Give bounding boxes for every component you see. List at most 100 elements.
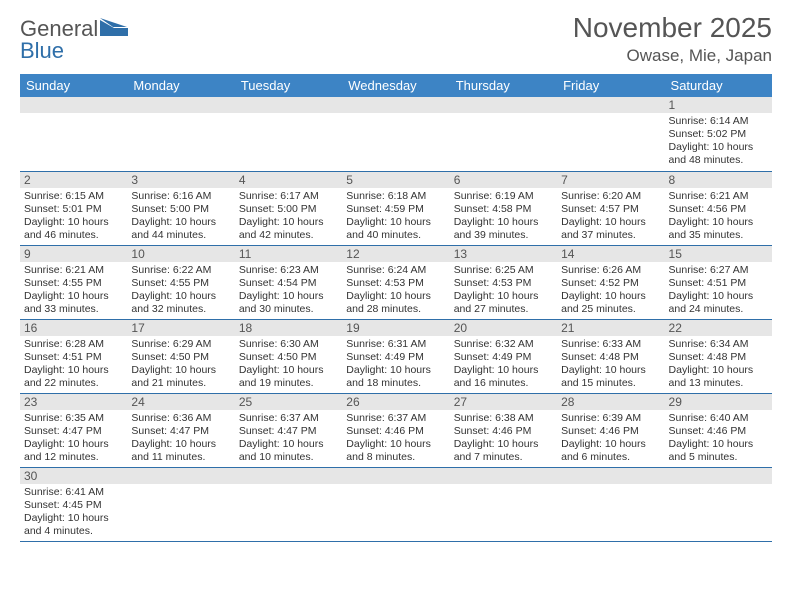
day-number: 17 [127,320,234,336]
sunrise-text: Sunrise: 6:39 AM [561,412,660,425]
sunset-text: Sunset: 4:57 PM [561,203,660,216]
day-number-blank [450,468,557,484]
calendar-week-row: 1Sunrise: 6:14 AMSunset: 5:02 PMDaylight… [20,97,772,171]
day-number-blank [450,97,557,113]
sunrise-text: Sunrise: 6:25 AM [454,264,553,277]
day-details: Sunrise: 6:40 AMSunset: 4:46 PMDaylight:… [665,410,772,467]
sunset-text: Sunset: 4:54 PM [239,277,338,290]
day-number: 29 [665,394,772,410]
daylight-text: Daylight: 10 hours and 33 minutes. [24,290,123,316]
daylight-text: Daylight: 10 hours and 46 minutes. [24,216,123,242]
day-number: 1 [665,97,772,113]
day-number-blank [342,97,449,113]
calendar-week-row: 23Sunrise: 6:35 AMSunset: 4:47 PMDayligh… [20,393,772,467]
weekday-header: Sunday [20,74,127,97]
sunset-text: Sunset: 4:48 PM [561,351,660,364]
daylight-text: Daylight: 10 hours and 12 minutes. [24,438,123,464]
day-details: Sunrise: 6:14 AMSunset: 5:02 PMDaylight:… [665,113,772,170]
logo-text: General Blue [20,18,128,62]
day-number: 16 [20,320,127,336]
calendar-cell: 27Sunrise: 6:38 AMSunset: 4:46 PMDayligh… [450,393,557,467]
sunrise-text: Sunrise: 6:40 AM [669,412,768,425]
header: General Blue November 2025 Owase, Mie, J… [20,12,772,66]
sunrise-text: Sunrise: 6:24 AM [346,264,445,277]
daylight-text: Daylight: 10 hours and 35 minutes. [669,216,768,242]
sunset-text: Sunset: 4:46 PM [454,425,553,438]
sunset-text: Sunset: 4:49 PM [454,351,553,364]
sunrise-text: Sunrise: 6:22 AM [131,264,230,277]
day-details: Sunrise: 6:16 AMSunset: 5:00 PMDaylight:… [127,188,234,245]
day-number: 20 [450,320,557,336]
calendar-cell-blank [450,467,557,541]
daylight-text: Daylight: 10 hours and 18 minutes. [346,364,445,390]
day-number-blank [127,468,234,484]
daylight-text: Daylight: 10 hours and 4 minutes. [24,512,123,538]
day-details: Sunrise: 6:32 AMSunset: 4:49 PMDaylight:… [450,336,557,393]
calendar-cell-blank [342,97,449,171]
calendar-cell: 8Sunrise: 6:21 AMSunset: 4:56 PMDaylight… [665,171,772,245]
sunrise-text: Sunrise: 6:26 AM [561,264,660,277]
calendar-cell: 11Sunrise: 6:23 AMSunset: 4:54 PMDayligh… [235,245,342,319]
calendar-cell: 13Sunrise: 6:25 AMSunset: 4:53 PMDayligh… [450,245,557,319]
day-details: Sunrise: 6:36 AMSunset: 4:47 PMDaylight:… [127,410,234,467]
sunset-text: Sunset: 5:01 PM [24,203,123,216]
calendar-cell-blank [127,97,234,171]
daylight-text: Daylight: 10 hours and 27 minutes. [454,290,553,316]
daylight-text: Daylight: 10 hours and 11 minutes. [131,438,230,464]
day-details: Sunrise: 6:38 AMSunset: 4:46 PMDaylight:… [450,410,557,467]
day-details: Sunrise: 6:39 AMSunset: 4:46 PMDaylight:… [557,410,664,467]
calendar-cell: 28Sunrise: 6:39 AMSunset: 4:46 PMDayligh… [557,393,664,467]
sunrise-text: Sunrise: 6:16 AM [131,190,230,203]
header-right: November 2025 Owase, Mie, Japan [573,12,772,66]
calendar-cell-blank [665,467,772,541]
calendar-header-row: SundayMondayTuesdayWednesdayThursdayFrid… [20,74,772,97]
day-number: 12 [342,246,449,262]
day-details: Sunrise: 6:37 AMSunset: 4:46 PMDaylight:… [342,410,449,467]
daylight-text: Daylight: 10 hours and 24 minutes. [669,290,768,316]
daylight-text: Daylight: 10 hours and 13 minutes. [669,364,768,390]
logo: General Blue [20,12,128,62]
page-title: November 2025 [573,12,772,44]
sunset-text: Sunset: 5:00 PM [131,203,230,216]
sunrise-text: Sunrise: 6:14 AM [669,115,768,128]
sunrise-text: Sunrise: 6:35 AM [24,412,123,425]
calendar-cell: 4Sunrise: 6:17 AMSunset: 5:00 PMDaylight… [235,171,342,245]
daylight-text: Daylight: 10 hours and 44 minutes. [131,216,230,242]
day-details: Sunrise: 6:26 AMSunset: 4:52 PMDaylight:… [557,262,664,319]
day-details: Sunrise: 6:22 AMSunset: 4:55 PMDaylight:… [127,262,234,319]
calendar-cell: 19Sunrise: 6:31 AMSunset: 4:49 PMDayligh… [342,319,449,393]
calendar-cell: 24Sunrise: 6:36 AMSunset: 4:47 PMDayligh… [127,393,234,467]
calendar-week-row: 16Sunrise: 6:28 AMSunset: 4:51 PMDayligh… [20,319,772,393]
day-details: Sunrise: 6:28 AMSunset: 4:51 PMDaylight:… [20,336,127,393]
calendar-cell: 21Sunrise: 6:33 AMSunset: 4:48 PMDayligh… [557,319,664,393]
day-number: 19 [342,320,449,336]
daylight-text: Daylight: 10 hours and 28 minutes. [346,290,445,316]
calendar-cell: 3Sunrise: 6:16 AMSunset: 5:00 PMDaylight… [127,171,234,245]
day-details: Sunrise: 6:30 AMSunset: 4:50 PMDaylight:… [235,336,342,393]
day-details: Sunrise: 6:33 AMSunset: 4:48 PMDaylight:… [557,336,664,393]
sunset-text: Sunset: 4:51 PM [24,351,123,364]
sunset-text: Sunset: 4:46 PM [669,425,768,438]
weekday-header: Tuesday [235,74,342,97]
day-number: 8 [665,172,772,188]
sunset-text: Sunset: 4:47 PM [24,425,123,438]
sunset-text: Sunset: 4:50 PM [239,351,338,364]
daylight-text: Daylight: 10 hours and 40 minutes. [346,216,445,242]
sunset-text: Sunset: 4:46 PM [561,425,660,438]
day-number: 23 [20,394,127,410]
sunrise-text: Sunrise: 6:27 AM [669,264,768,277]
daylight-text: Daylight: 10 hours and 6 minutes. [561,438,660,464]
day-details: Sunrise: 6:21 AMSunset: 4:55 PMDaylight:… [20,262,127,319]
sunset-text: Sunset: 5:02 PM [669,128,768,141]
day-number: 2 [20,172,127,188]
sunrise-text: Sunrise: 6:38 AM [454,412,553,425]
calendar-cell-blank [450,97,557,171]
sunset-text: Sunset: 4:49 PM [346,351,445,364]
day-number-blank [235,97,342,113]
daylight-text: Daylight: 10 hours and 39 minutes. [454,216,553,242]
sunrise-text: Sunrise: 6:15 AM [24,190,123,203]
calendar-week-row: 30Sunrise: 6:41 AMSunset: 4:45 PMDayligh… [20,467,772,541]
day-details: Sunrise: 6:23 AMSunset: 4:54 PMDaylight:… [235,262,342,319]
day-details: Sunrise: 6:17 AMSunset: 5:00 PMDaylight:… [235,188,342,245]
calendar-cell-blank [127,467,234,541]
